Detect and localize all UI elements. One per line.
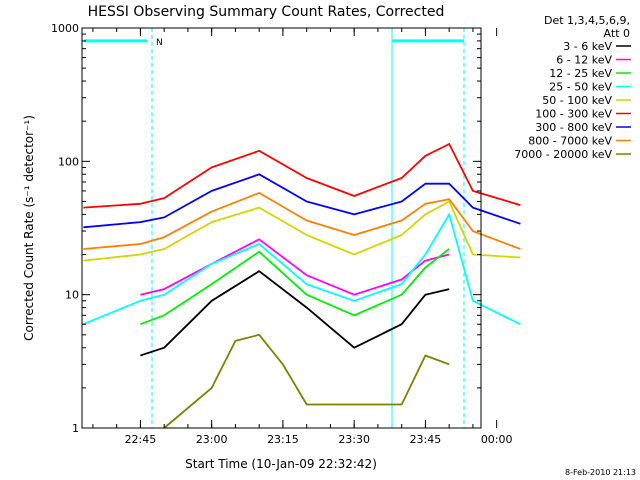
y-axis-label: Corrected Count Rate (s⁻¹ detector⁻¹)	[22, 115, 36, 341]
series-line-3-6-kev	[140, 270, 450, 357]
axes: 1 10 100 1000 22:45 23:00 23:15 23:30 23:45 00:00	[51, 22, 513, 446]
legend-header-line-2: Att 0	[604, 27, 630, 40]
y-tick-label: 10	[65, 289, 79, 302]
series-line-800-7000-kev	[83, 191, 521, 250]
chart-title: HESSI Observing Summary Count Rates, Cor…	[88, 4, 445, 20]
legend-label-800-7000-kev: 800 - 7000 keV	[528, 135, 612, 148]
series-line-50-100-kev	[83, 200, 521, 262]
plot-frame	[81, 27, 482, 429]
series-line-7000-20000-kev	[163, 333, 450, 429]
x-tick-label: 23:15	[267, 433, 299, 446]
legend-label-6-12-kev: 6 - 12 keV	[556, 54, 612, 67]
legend-label-25-50-kev: 25 - 50 keV	[549, 81, 612, 94]
series-line-12-25-kev	[140, 248, 450, 326]
series-line-100-300-kev	[83, 143, 521, 209]
series-line-300-800-kev	[83, 173, 521, 229]
legend-header-line-1: Det 1,3,4,5,6,9,	[544, 14, 630, 27]
x-tick-label: 23:30	[338, 433, 370, 446]
series-line-25-50-kev	[83, 213, 521, 326]
x-tick-label: 23:45	[410, 433, 442, 446]
y-tick-label: 1	[72, 422, 79, 435]
legend-label-12-25-kev: 12 - 25 keV	[549, 67, 612, 80]
series-line-6-12-kev	[140, 238, 450, 296]
timestamp-label: 8-Feb-2010 21:13	[565, 468, 636, 477]
legend-label-7000-20000-kev: 7000 - 20000 keV	[514, 148, 612, 161]
plot-area: N	[83, 28, 521, 429]
legend-label-100-300-kev: 100 - 300 keV	[535, 108, 612, 121]
x-axis-label: Start Time (10-Jan-09 22:32:42)	[185, 457, 377, 471]
y-tick-label: 100	[58, 155, 79, 168]
night-flag-label: N	[156, 38, 163, 48]
legend-label-300-800-kev: 300 - 800 keV	[535, 121, 612, 134]
y-tick-label: 1000	[51, 22, 79, 35]
legend-label-50-100-kev: 50 - 100 keV	[542, 94, 612, 107]
x-tick-label: 00:00	[481, 433, 513, 446]
x-tick-label: 23:00	[196, 433, 228, 446]
x-tick-label: 22:45	[125, 433, 157, 446]
legend-label-3-6-kev: 3 - 6 keV	[563, 40, 612, 53]
